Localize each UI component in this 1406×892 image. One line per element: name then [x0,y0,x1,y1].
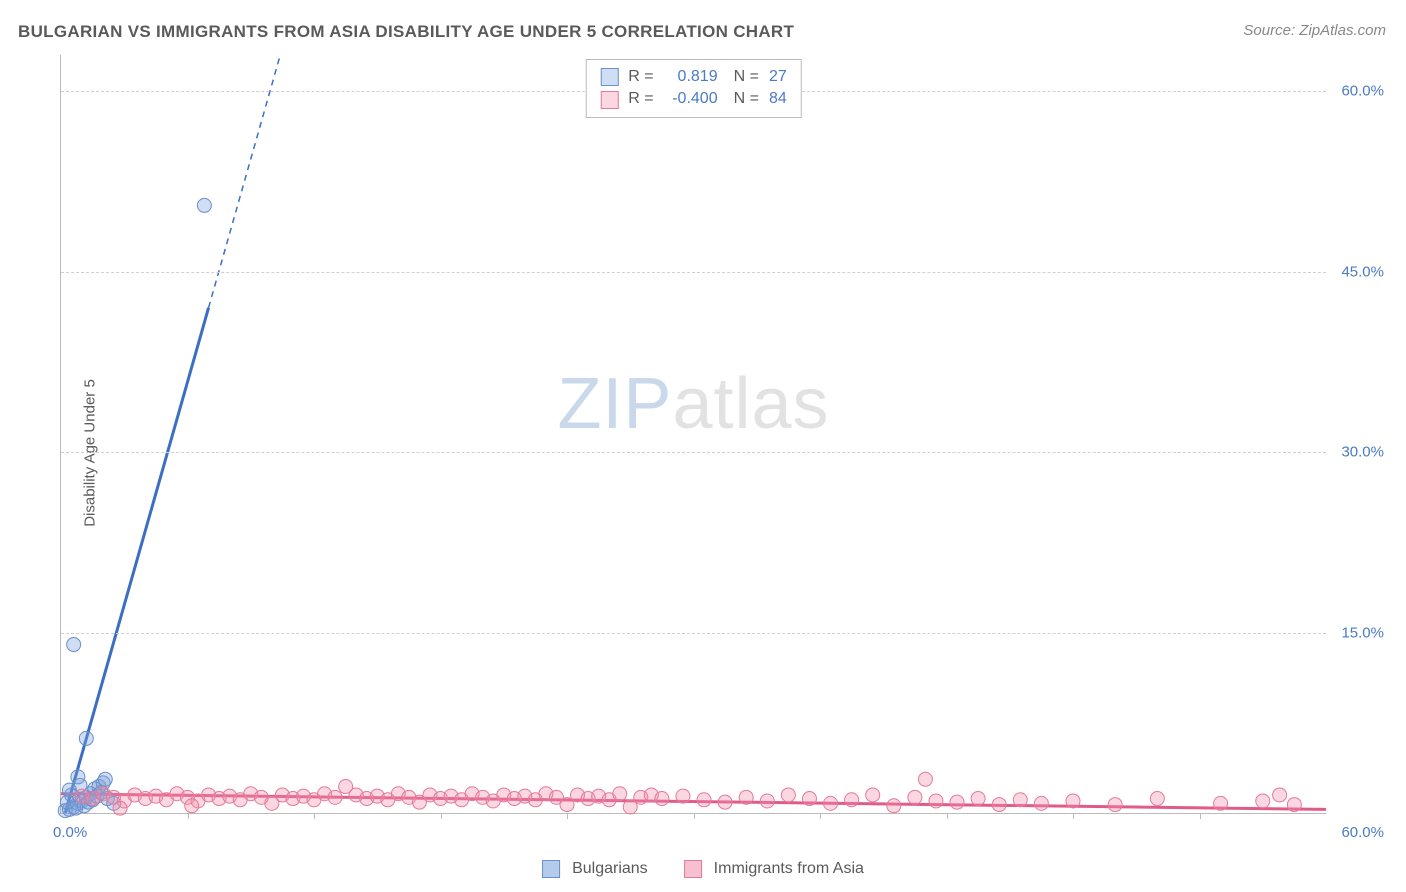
gridline [61,633,1326,634]
data-point [992,798,1006,812]
data-point [67,638,81,652]
data-point [950,795,964,809]
legend-label: Immigrants from Asia [714,860,864,878]
source-name: ZipAtlas.com [1299,22,1386,39]
data-point [802,792,816,806]
x-tick-min: 0.0% [53,824,87,841]
data-point [845,793,859,807]
x-tick-mark [820,813,821,819]
data-point [887,799,901,813]
data-point [929,794,943,808]
r-label: R = [628,66,653,88]
data-point [824,796,838,810]
r-value: -0.400 [662,88,718,110]
data-point [739,790,753,804]
gridline [61,452,1326,453]
data-point [1066,794,1080,808]
n-label: N = [734,88,759,110]
n-value: 84 [769,88,787,110]
correlation-legend-row: R = -0.400 N = 84 [600,88,786,110]
n-label: N = [734,66,759,88]
y-tick-label: 30.0% [1332,444,1384,461]
data-point [918,772,932,786]
data-point [71,770,85,784]
x-tick-max: 60.0% [1341,824,1384,841]
correlation-legend: R = 0.819 N = 27 R = -0.400 N = 84 [585,59,801,118]
data-point [1034,796,1048,810]
data-point [697,793,711,807]
x-tick-mark [947,813,948,819]
regression-line-extrapolated [209,55,281,308]
legend-swatch [600,68,618,86]
source-label: Source: [1243,22,1295,39]
data-point [197,198,211,212]
legend-label: Bulgarians [572,860,648,878]
data-point [113,801,127,815]
data-point [613,787,627,801]
r-label: R = [628,88,653,110]
chart-container: Disability Age Under 5 ZIPatlas R =0.819… [18,55,1388,850]
x-tick-mark [441,813,442,819]
data-point [1108,798,1122,812]
data-point [760,794,774,808]
data-point [1150,792,1164,806]
plot-svg [61,55,1326,813]
source-attribution: Source: ZipAtlas.com [1243,22,1386,39]
y-tick-label: 45.0% [1332,263,1384,280]
correlation-legend-row: R = 0.819 N = 27 [600,66,786,88]
data-point [718,795,732,809]
data-point [79,731,93,745]
legend-item: Bulgarians [542,860,648,878]
x-tick-mark [567,813,568,819]
data-point [98,772,112,786]
series-legend: Bulgarians Immigrants from Asia [542,860,864,878]
x-tick-mark [1073,813,1074,819]
data-point [1256,794,1270,808]
legend-swatch [542,860,560,878]
legend-swatch [600,91,618,109]
data-point [1287,798,1301,812]
n-value: 27 [769,66,787,88]
data-point [1013,793,1027,807]
chart-title: BULGARIAN VS IMMIGRANTS FROM ASIA DISABI… [18,22,794,42]
x-tick-mark [314,813,315,819]
data-point [62,783,76,797]
y-tick-label: 60.0% [1332,83,1384,100]
data-point [971,792,985,806]
r-value: 0.819 [662,66,718,88]
data-point [676,789,690,803]
data-point [655,792,669,806]
data-point [1214,796,1228,810]
data-point [328,790,342,804]
data-point [866,788,880,802]
legend-item: Immigrants from Asia [684,860,864,878]
y-tick-label: 15.0% [1332,624,1384,641]
data-point [1273,788,1287,802]
x-tick-mark [1200,813,1201,819]
gridline [61,272,1326,273]
plot-area: ZIPatlas R =0.819N =27R =-0.400N =84 0.0… [60,55,1326,814]
data-point [781,788,795,802]
legend-swatch [684,860,702,878]
data-point [185,799,199,813]
x-tick-mark [188,813,189,819]
x-tick-mark [694,813,695,819]
data-point [908,790,922,804]
